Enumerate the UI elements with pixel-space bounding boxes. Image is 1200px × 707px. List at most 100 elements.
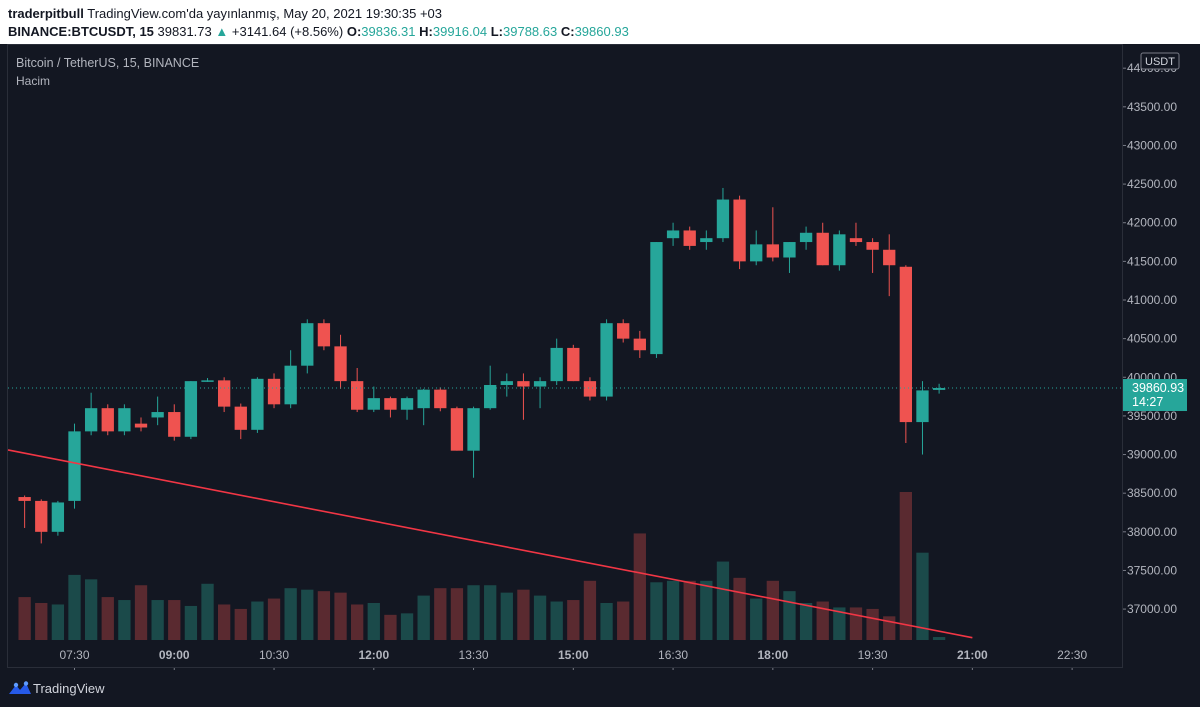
candle-body xyxy=(484,385,497,409)
candle xyxy=(251,377,264,433)
candle xyxy=(51,500,65,536)
candle-body xyxy=(799,232,813,243)
candle-body xyxy=(833,234,846,266)
candle xyxy=(733,195,746,270)
volume-bar xyxy=(617,601,630,640)
candle-body xyxy=(168,412,181,437)
candle-body xyxy=(151,412,164,418)
candle xyxy=(417,388,430,426)
volume-bar xyxy=(683,580,696,640)
candle xyxy=(750,230,763,266)
candle xyxy=(234,403,247,440)
volume-bar xyxy=(351,604,364,640)
volume-bar xyxy=(168,600,181,640)
time-axis[interactable]: 07:30 09:00 10:30 12:00 13:30 15:00 16:30 18:00… xyxy=(59,648,1087,671)
candle-body xyxy=(334,346,347,382)
author-name[interactable]: traderpitbull xyxy=(8,6,84,21)
candle xyxy=(567,344,580,382)
footer xyxy=(0,670,1200,707)
candle xyxy=(367,386,380,413)
price-tick-label: 39500.00 xyxy=(1127,409,1177,423)
candle-body xyxy=(51,502,65,532)
time-tick-label: 21:00 xyxy=(957,648,988,662)
candle xyxy=(84,392,98,436)
candle xyxy=(384,396,397,418)
candle-body xyxy=(932,388,946,390)
candle-body xyxy=(351,381,364,410)
chart-area[interactable]: 44000.0043500.0043000.0042500.0042000.00… xyxy=(0,44,1200,671)
time-tick-label: 09:00 xyxy=(159,648,190,662)
candle xyxy=(600,319,613,401)
volume-bar xyxy=(849,607,863,640)
candle-body xyxy=(883,249,896,266)
time-tick-label: 22:30 xyxy=(1057,648,1087,662)
candle-body xyxy=(700,238,713,243)
candle xyxy=(18,495,31,528)
tradingview-brand[interactable]: TradingView xyxy=(33,681,105,696)
candle-body xyxy=(716,199,730,239)
candle xyxy=(351,368,364,413)
volume-bar xyxy=(251,601,264,640)
volume-bar xyxy=(84,579,98,640)
candle xyxy=(267,373,281,409)
volume-bar xyxy=(517,589,530,640)
price-tick-label: 41000.00 xyxy=(1127,293,1177,307)
price-tick-label: 39000.00 xyxy=(1127,448,1177,462)
price-tick-label: 42500.00 xyxy=(1127,177,1177,191)
tradingview-logo-icon[interactable] xyxy=(8,681,32,695)
candle xyxy=(617,319,630,343)
candle xyxy=(467,406,480,478)
price-tick-label: 38000.00 xyxy=(1127,525,1177,539)
time-tick-label: 07:30 xyxy=(59,648,89,662)
legend-volume[interactable]: Hacim xyxy=(16,74,51,88)
volume-bar xyxy=(833,607,846,640)
price-axis[interactable]: 44000.0043500.0043000.0042500.0042000.00… xyxy=(1122,61,1177,616)
time-tick-label: 12:00 xyxy=(358,648,389,662)
candle-body xyxy=(766,244,779,258)
candle xyxy=(716,187,730,243)
candle-body xyxy=(916,390,929,423)
volume-bar xyxy=(118,600,131,640)
candle-body xyxy=(866,242,879,250)
price-tick-label: 43000.00 xyxy=(1127,138,1177,152)
volume-bar xyxy=(434,588,447,640)
open-label: O: xyxy=(346,24,362,39)
volume-bar xyxy=(68,574,81,640)
price-tick-label: 38500.00 xyxy=(1127,486,1177,500)
candlestick-chart[interactable]: 44000.0043500.0043000.0042500.0042000.00… xyxy=(0,44,1200,671)
candle-body xyxy=(450,408,464,451)
candle xyxy=(151,396,164,426)
volume-bar xyxy=(567,600,580,640)
candle-body xyxy=(550,347,563,382)
candle xyxy=(168,404,181,441)
candle xyxy=(400,396,414,420)
volume-bar xyxy=(51,604,65,640)
candle xyxy=(633,330,646,358)
candle xyxy=(35,499,48,544)
candle-body xyxy=(18,497,31,501)
candle xyxy=(68,423,81,509)
published-info: TradingView.com'da yayınlanmış, May 20, … xyxy=(87,6,443,21)
candle-body xyxy=(500,381,513,385)
volume-bar xyxy=(35,603,48,640)
volume-bar xyxy=(583,580,597,640)
candle-body xyxy=(201,380,214,382)
publication-header: traderpitbull TradingView.com'da yayınla… xyxy=(0,0,1200,44)
trendline[interactable] xyxy=(7,449,973,639)
candle xyxy=(533,377,547,409)
volume-bar xyxy=(184,605,198,640)
volume-bar xyxy=(799,603,813,640)
candle xyxy=(301,319,314,374)
volume-bar xyxy=(866,608,879,640)
volume-bar xyxy=(450,588,464,640)
price-tick-label: 40500.00 xyxy=(1127,332,1177,346)
volume-bar xyxy=(234,608,247,640)
candle-body xyxy=(683,230,696,246)
candle xyxy=(700,230,713,250)
candle-body xyxy=(234,406,247,430)
volume-bar xyxy=(816,601,829,640)
legend-title[interactable]: Bitcoin / TetherUS, 15, BINANCE xyxy=(16,56,200,70)
currency-badge-label: USDT xyxy=(1145,56,1175,68)
volume-bar xyxy=(633,533,646,640)
open-value: 39836.31 xyxy=(361,24,416,39)
